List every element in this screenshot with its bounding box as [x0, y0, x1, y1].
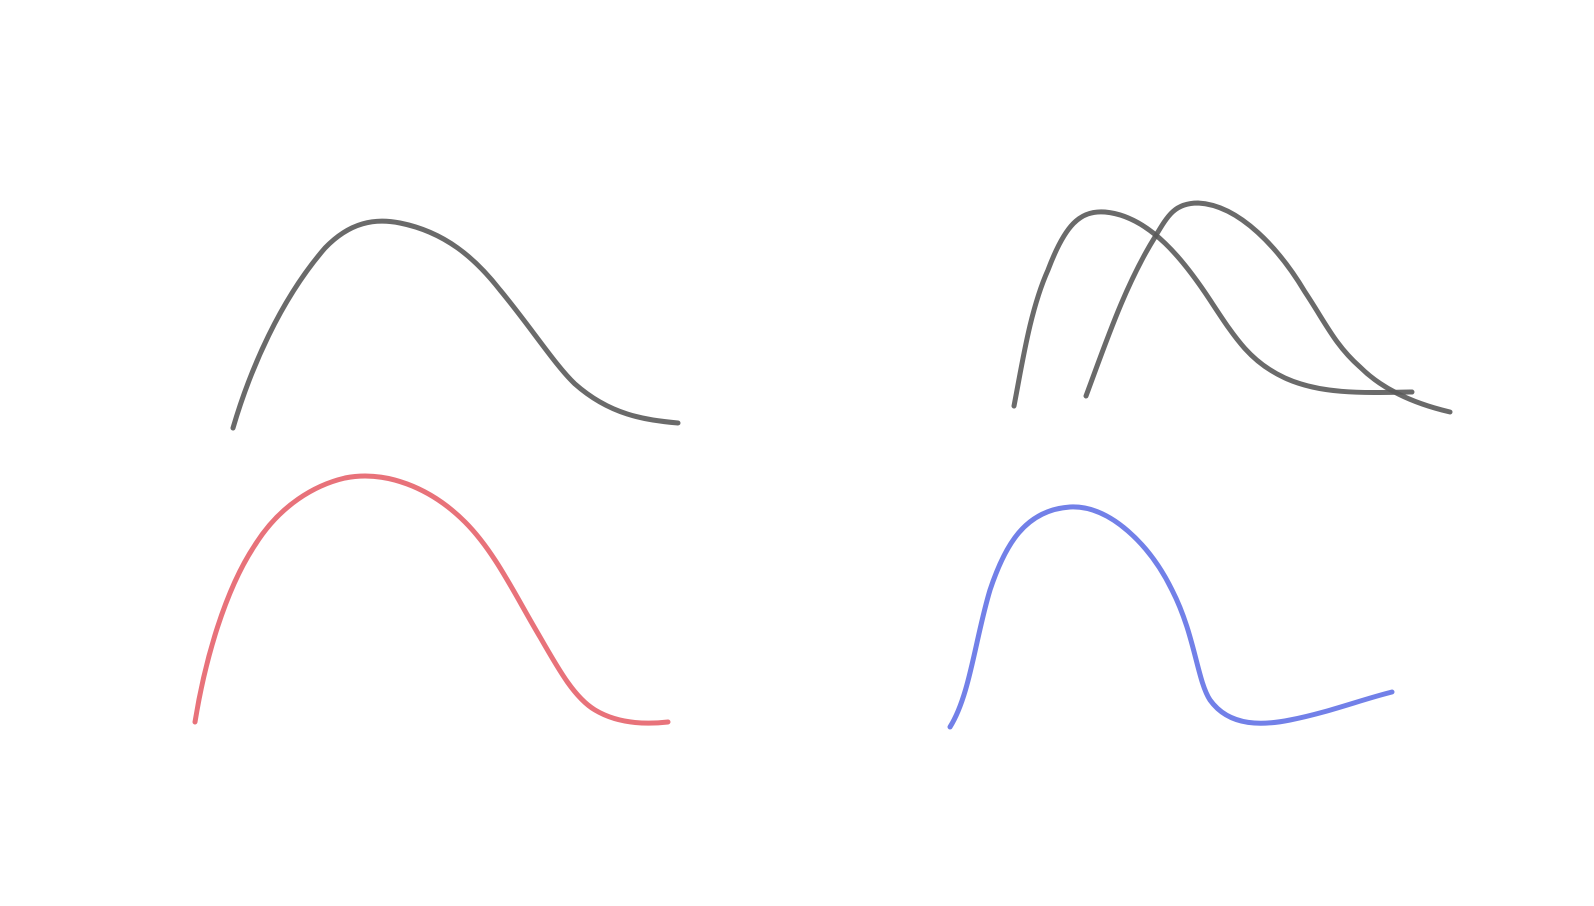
top-right-curve-stroke-b [1086, 203, 1450, 412]
top-left-curve-stroke [233, 221, 678, 428]
top-right-curve-stroke-a [1014, 212, 1412, 406]
bottom-left-curve-stroke [195, 476, 668, 723]
bottom-right-curve-stroke [950, 507, 1392, 727]
